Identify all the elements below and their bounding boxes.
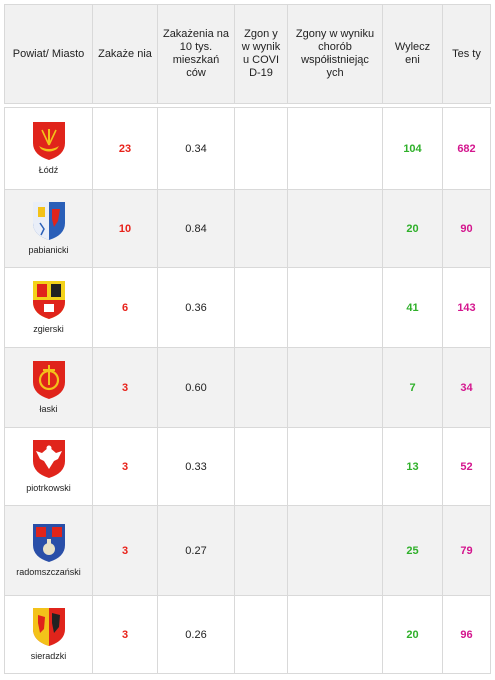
cases-value: 23 <box>92 107 158 190</box>
deaths-covid-value <box>234 107 288 190</box>
cases-value: 3 <box>92 595 158 674</box>
header-recovered[interactable]: Wylecz eni <box>382 4 443 104</box>
tests-value: 682 <box>442 107 491 190</box>
place-name: zgierski <box>33 324 64 334</box>
per10k-value: 0.60 <box>157 347 235 428</box>
header-place[interactable]: Powiat/ Miasto <box>4 4 93 104</box>
deaths-comorb-value <box>287 267 383 348</box>
deaths-comorb-value <box>287 347 383 428</box>
tests-value: 90 <box>442 189 491 268</box>
place-cell: piotrkowski <box>4 427 93 506</box>
per10k-value: 0.27 <box>157 505 235 596</box>
per10k-value: 0.34 <box>157 107 235 190</box>
deaths-covid-value <box>234 505 288 596</box>
place-name: Łódź <box>38 165 59 175</box>
deaths-comorb-value <box>287 427 383 506</box>
cases-value: 3 <box>92 427 158 506</box>
radomszczanski-crest-icon <box>32 524 65 562</box>
per10k-value: 0.33 <box>157 427 235 506</box>
table-row: łaski 3 0.60 7 34 <box>4 347 491 428</box>
lodz-crest-icon <box>32 122 65 160</box>
cases-value: 6 <box>92 267 158 348</box>
covid-stats-table: Powiat/ Miasto Zakaże nia Zakażenia na 1… <box>4 4 491 674</box>
recovered-value: 25 <box>382 505 443 596</box>
header-tests[interactable]: Tes ty <box>442 4 491 104</box>
recovered-value: 41 <box>382 267 443 348</box>
pabianicki-crest-icon <box>32 202 65 240</box>
tests-value: 79 <box>442 505 491 596</box>
recovered-value: 20 <box>382 595 443 674</box>
deaths-comorb-value <box>287 189 383 268</box>
per10k-value: 0.26 <box>157 595 235 674</box>
tests-value: 34 <box>442 347 491 428</box>
cases-value: 3 <box>92 505 158 596</box>
covid-stats-table-wrapper: Powiat/ Miasto Zakaże nia Zakażenia na 1… <box>4 4 491 674</box>
tests-value: 96 <box>442 595 491 674</box>
deaths-comorb-value <box>287 107 383 190</box>
place-cell: radomszczański <box>4 505 93 596</box>
table-row: piotrkowski 3 0.33 13 52 <box>4 427 491 506</box>
place-cell: Łódź <box>4 107 93 190</box>
deaths-covid-value <box>234 267 288 348</box>
place-name: piotrkowski <box>26 483 71 493</box>
table-row: pabianicki 10 0.84 20 90 <box>4 189 491 268</box>
zgierski-crest-icon <box>32 281 65 319</box>
table-row: Łódź 23 0.34 104 682 <box>4 107 491 190</box>
piotrkowski-crest-icon <box>32 440 65 478</box>
recovered-value: 7 <box>382 347 443 428</box>
deaths-covid-value <box>234 189 288 268</box>
place-cell: zgierski <box>4 267 93 348</box>
table-header-row: Powiat/ Miasto Zakaże nia Zakażenia na 1… <box>4 4 491 104</box>
header-deaths-covid[interactable]: Zgon y w wynik u COVI D-19 <box>234 4 288 104</box>
header-cases[interactable]: Zakaże nia <box>92 4 158 104</box>
place-cell: łaski <box>4 347 93 428</box>
per10k-value: 0.36 <box>157 267 235 348</box>
cases-value: 10 <box>92 189 158 268</box>
place-name: łaski <box>39 404 58 414</box>
recovered-value: 13 <box>382 427 443 506</box>
place-name: sieradzki <box>30 651 67 661</box>
tests-value: 143 <box>442 267 491 348</box>
deaths-covid-value <box>234 347 288 428</box>
deaths-comorb-value <box>287 595 383 674</box>
deaths-covid-value <box>234 427 288 506</box>
deaths-comorb-value <box>287 505 383 596</box>
laski-crest-icon <box>32 361 65 399</box>
header-deaths-comorb[interactable]: Zgony w wyniku chorób współistniejąc ych <box>287 4 383 104</box>
header-per10k[interactable]: Zakażenia na 10 tys. mieszkań ców <box>157 4 235 104</box>
place-name: pabianicki <box>28 245 69 255</box>
table-row: radomszczański 3 0.27 25 79 <box>4 505 491 596</box>
place-name: radomszczański <box>16 567 81 577</box>
cases-value: 3 <box>92 347 158 428</box>
recovered-value: 104 <box>382 107 443 190</box>
sieradzki-crest-icon <box>32 608 65 646</box>
per10k-value: 0.84 <box>157 189 235 268</box>
place-cell: pabianicki <box>4 189 93 268</box>
table-row: sieradzki 3 0.26 20 96 <box>4 595 491 674</box>
table-row: zgierski 6 0.36 41 143 <box>4 267 491 348</box>
recovered-value: 20 <box>382 189 443 268</box>
place-cell: sieradzki <box>4 595 93 674</box>
deaths-covid-value <box>234 595 288 674</box>
tests-value: 52 <box>442 427 491 506</box>
